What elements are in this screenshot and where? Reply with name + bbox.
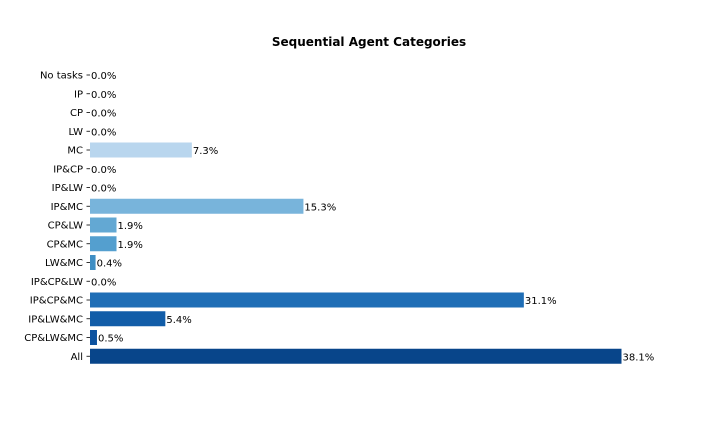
bar-cp-lw [90, 217, 117, 233]
y-tick-label-cp-mc: CP&MC [47, 239, 83, 250]
y-tick-label-lw: LW [68, 127, 83, 138]
bar-cp-lw-mc [90, 330, 97, 345]
bar-all [90, 348, 622, 364]
data-label-all: 38.1% [622, 352, 654, 363]
data-label-ip-mc: 15.3% [304, 202, 336, 213]
data-label-ip-lw-mc: 5.4% [166, 315, 191, 326]
chart-title: Sequential Agent Categories [272, 35, 466, 49]
data-label-cp-mc: 1.9% [118, 240, 143, 251]
y-tick-label-ip-cp-mc: IP&CP&MC [30, 296, 83, 307]
y-tick-label-lw-mc: LW&MC [45, 258, 83, 269]
y-tick-label-cp: CP [70, 108, 83, 119]
y-tick-label-ip-cp: IP&CP [53, 164, 83, 175]
data-label-lw: 0.0% [91, 127, 116, 138]
y-tick-label-ip-lw-mc: IP&LW&MC [28, 314, 83, 325]
y-tick-label-cp-lw: CP&LW [48, 221, 83, 232]
bar-ip-mc [90, 198, 304, 214]
y-tick-label-no-tasks: No tasks [40, 71, 83, 82]
bar-cp-mc [90, 236, 117, 252]
bar-mc [90, 142, 192, 158]
data-label-cp-lw-mc: 0.5% [98, 334, 123, 345]
data-label-ip-cp: 0.0% [91, 165, 116, 176]
bar-lw-mc [90, 255, 96, 270]
data-label-ip-cp-mc: 31.1% [525, 296, 557, 307]
y-tick-label-cp-lw-mc: CP&LW&MC [24, 333, 83, 344]
bar-ip-lw-mc [90, 311, 166, 327]
data-label-cp: 0.0% [91, 109, 116, 120]
data-label-ip-lw: 0.0% [91, 184, 116, 195]
data-labels-group: 0.0% 0.0% 0.0% 0.0% 7.3% 0.0% 0.0% 15.3% 1.9% 1.9… [91, 71, 654, 363]
data-label-lw-mc: 0.4% [97, 259, 122, 270]
y-tick-label-ip-lw: IP&LW [52, 183, 83, 194]
data-label-mc: 7.3% [193, 146, 218, 157]
data-label-ip-cp-lw: 0.0% [91, 277, 116, 288]
data-label-ip: 0.0% [91, 90, 116, 101]
y-tick-label-ip: IP [74, 89, 83, 100]
y-axis-ticks: No tasks IP CP LW MC IP&CP IP&LW IP&MC CP&LW CP&M… [24, 71, 90, 363]
y-tick-label-ip-cp-lw: IP&CP&LW [31, 277, 83, 288]
data-label-cp-lw: 1.9% [118, 221, 143, 232]
y-tick-label-ip-mc: IP&MC [51, 202, 83, 213]
bar-ip-cp-mc [90, 292, 524, 308]
y-tick-label-mc: MC [67, 146, 83, 157]
data-label-no-tasks: 0.0% [91, 71, 116, 82]
y-tick-label-all: All [71, 352, 83, 363]
bars-group [90, 142, 622, 364]
